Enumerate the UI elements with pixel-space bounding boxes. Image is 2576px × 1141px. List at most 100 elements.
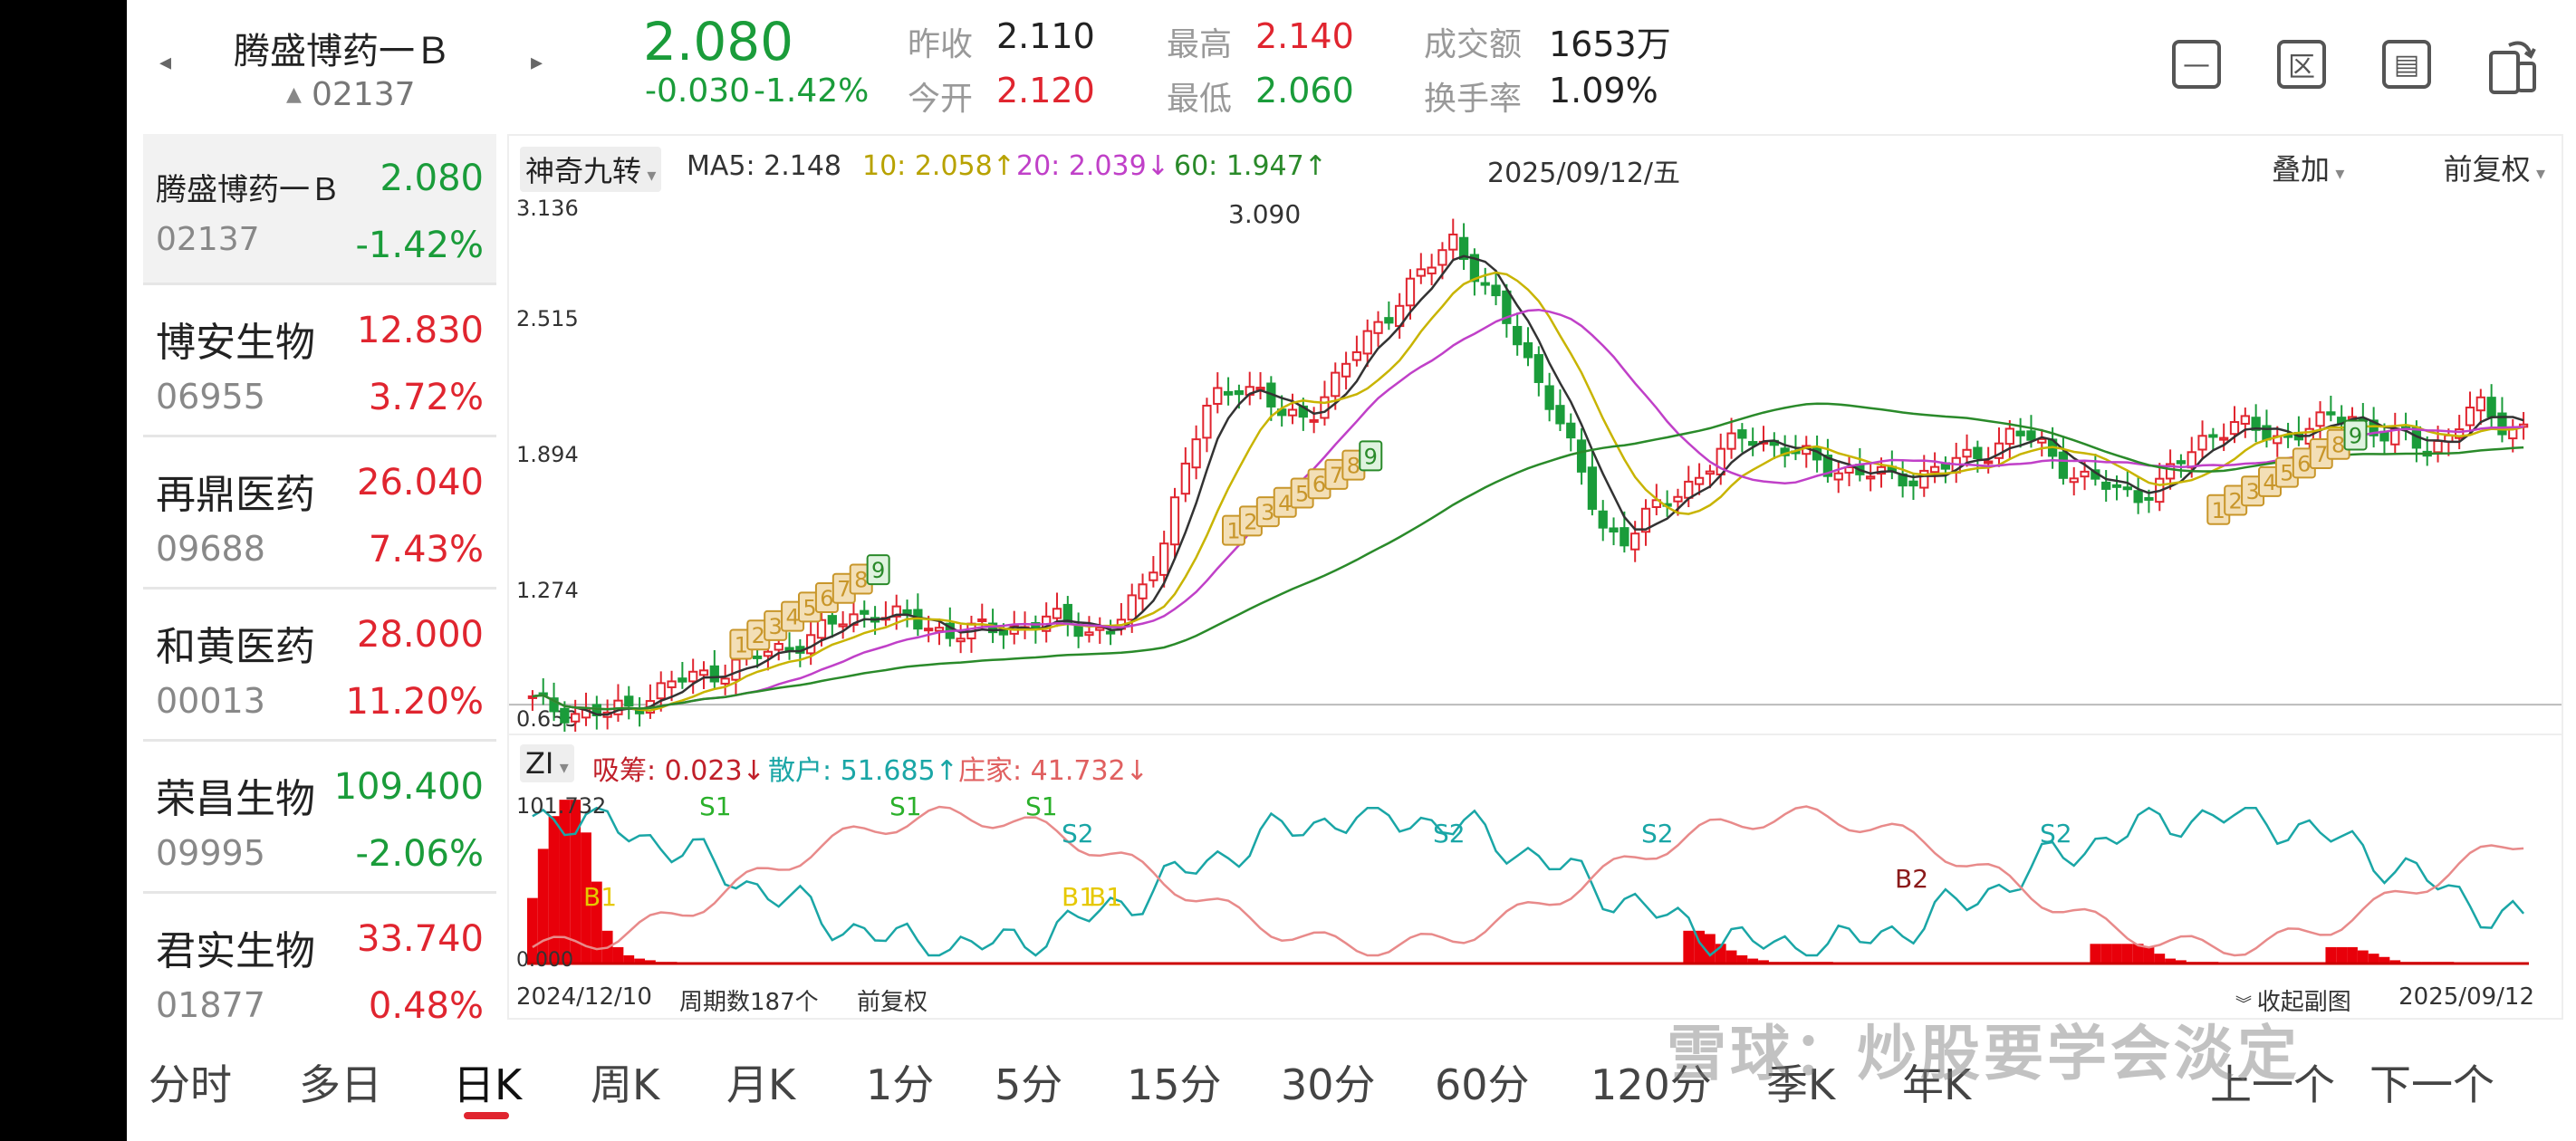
- stock-list-item[interactable]: 博安生物 06955 12.830 3.72%: [143, 286, 496, 437]
- candle-body: [1052, 608, 1062, 619]
- xichou-bar: [2165, 958, 2176, 964]
- candle-body: [1223, 390, 1234, 396]
- price-change-pct: -1.42%: [754, 72, 870, 110]
- rotate-phone-icon[interactable]: [2485, 33, 2540, 96]
- tab-13[interactable]: 上一个: [2210, 1060, 2335, 1109]
- xichou-bar: [527, 897, 538, 964]
- xichou-bar: [1694, 930, 1705, 964]
- candle-body: [1373, 321, 1383, 334]
- xichou-bar: [1758, 960, 1769, 964]
- tab-2[interactable]: 日K: [453, 1060, 523, 1109]
- tab-14[interactable]: 下一个: [2369, 1060, 2494, 1109]
- nine-turn-selector[interactable]: 神奇九转 ▾: [520, 147, 662, 192]
- prev-close-label: 昨收: [908, 26, 974, 63]
- tab-11[interactable]: 季K: [1766, 1060, 1836, 1109]
- collapse-sub-chart[interactable]: ︾ 收起副图: [2235, 983, 2351, 1017]
- candle-body: [1705, 470, 1716, 475]
- candle-body: [2080, 470, 2090, 478]
- stock-list-change: 11.20%: [345, 681, 484, 723]
- stock-list-code: 09995: [156, 833, 265, 873]
- ma60-value: 60: 1.947↑: [1174, 150, 1327, 182]
- nine-turn-label: 7: [1330, 463, 1343, 488]
- candle-body: [2251, 417, 2261, 431]
- tab-10[interactable]: 120分: [1591, 1060, 1712, 1109]
- tab-4[interactable]: 月K: [726, 1060, 796, 1109]
- price-chart-svg[interactable]: 1 2 3 4 5 6 7 8 91 2 3 4 5 6 7 8 91 2 3 4 5 6 7 8 9: [509, 190, 2562, 732]
- candle-body: [2497, 412, 2507, 436]
- nine-turn-label: 2: [2229, 489, 2243, 514]
- adjust-selector[interactable]: 前复权 ▾: [2444, 147, 2545, 188]
- tab-7[interactable]: 15分: [1127, 1060, 1222, 1109]
- nine-turn-label: 1: [2212, 498, 2225, 523]
- candle-body: [1876, 465, 1887, 475]
- tab-12[interactable]: 年K: [1902, 1060, 1972, 1109]
- price-change: -0.030: [645, 72, 751, 110]
- stock-list-item[interactable]: 君实生物 01877 33.740 0.48%: [143, 895, 496, 1043]
- xichou-bar: [2090, 944, 2101, 964]
- nine-turn-marker: [866, 554, 890, 586]
- stock-list-item[interactable]: 和黄医药 00013 28.000 11.20%: [143, 590, 496, 742]
- stock-list-item[interactable]: 腾盛博药一Ｂ 02137 2.080 -1.42%: [143, 134, 496, 285]
- stock-list-name: 荣昌生物: [156, 776, 315, 822]
- nine-turn-label: 5: [803, 595, 816, 620]
- ma20-value: 20: 2.039↓: [1016, 150, 1169, 182]
- xichou-bar: [581, 832, 591, 964]
- next-stock-arrow-icon[interactable]: ▸: [531, 49, 543, 76]
- xichou-bar: [2336, 946, 2348, 964]
- overlay-selector[interactable]: 叠加 ▾: [2272, 147, 2344, 188]
- nine-turn-label: 3: [2245, 479, 2259, 504]
- stock-list-item[interactable]: 荣昌生物 09995 109.400 -2.06%: [143, 743, 496, 894]
- end-date: 2025/09/12: [2398, 983, 2534, 1011]
- tab-6[interactable]: 5分: [995, 1060, 1063, 1109]
- candle-body: [1427, 266, 1437, 274]
- code-marker-icon: ▲: [286, 83, 302, 106]
- stock-list-item[interactable]: 再鼎医药 09688 26.040 7.43%: [143, 438, 496, 590]
- sub-y-top-label: 101.732: [516, 793, 607, 819]
- ma10-value: 10: 2.058↑: [862, 150, 1015, 182]
- xichou-bar: [548, 816, 560, 964]
- candle-body: [2465, 407, 2475, 427]
- candle-body: [1159, 542, 1169, 576]
- tab-5[interactable]: 1分: [866, 1060, 935, 1109]
- screen-box-icon[interactable]: ▤: [2382, 40, 2431, 89]
- current-price: 2.080: [643, 11, 794, 72]
- xichou-bar: [1747, 958, 1759, 964]
- candle-body: [1384, 317, 1394, 324]
- tab-8[interactable]: 30分: [1281, 1060, 1376, 1109]
- candle-body: [2369, 419, 2379, 436]
- nine-turn-label: 5: [1295, 482, 1309, 507]
- minus-box-icon[interactable]: —: [2172, 40, 2221, 89]
- candle-body: [2026, 430, 2036, 441]
- open-label: 今开: [908, 81, 974, 118]
- candle-body: [752, 655, 763, 659]
- candle-body: [1480, 282, 1490, 286]
- candle-body: [1587, 466, 1598, 510]
- nine-turn-label: 9: [2349, 423, 2362, 448]
- candle-body: [902, 609, 912, 615]
- nine-turn-label: 5: [2280, 461, 2293, 486]
- tab-0[interactable]: 分时: [149, 1060, 232, 1109]
- prev-stock-arrow-icon[interactable]: ◂: [159, 49, 172, 76]
- candle-body: [1362, 330, 1372, 355]
- tab-9[interactable]: 60分: [1435, 1060, 1530, 1109]
- stock-list-change: 7.43%: [368, 529, 484, 570]
- candle-body: [1726, 432, 1736, 450]
- tab-1[interactable]: 多日: [299, 1060, 382, 1109]
- candle-body: [1962, 448, 1972, 458]
- candle-body: [1555, 405, 1565, 425]
- xichou-bar: [1683, 930, 1695, 964]
- region-box-icon[interactable]: 区: [2277, 40, 2326, 89]
- candle-body: [1062, 603, 1072, 623]
- candle-body: [571, 713, 581, 723]
- candle-body: [1694, 476, 1705, 485]
- dropdown-arrow-icon: ▾: [2530, 162, 2545, 184]
- kline-chart-panel[interactable]: 神奇九转 ▾ MA5: 2.148 10: 2.058↑ 20: 2.039↓ …: [507, 134, 2563, 1020]
- y-tick-label: 2.515: [516, 306, 579, 331]
- tab-3[interactable]: 周K: [591, 1060, 660, 1109]
- candle-body: [1737, 429, 1747, 439]
- candle-body: [1544, 385, 1554, 410]
- zhuangjia-value: 庄家: 41.732↓: [958, 755, 1149, 787]
- zi-selector[interactable]: ZI ▾: [520, 744, 574, 782]
- candle-body: [1458, 236, 1469, 260]
